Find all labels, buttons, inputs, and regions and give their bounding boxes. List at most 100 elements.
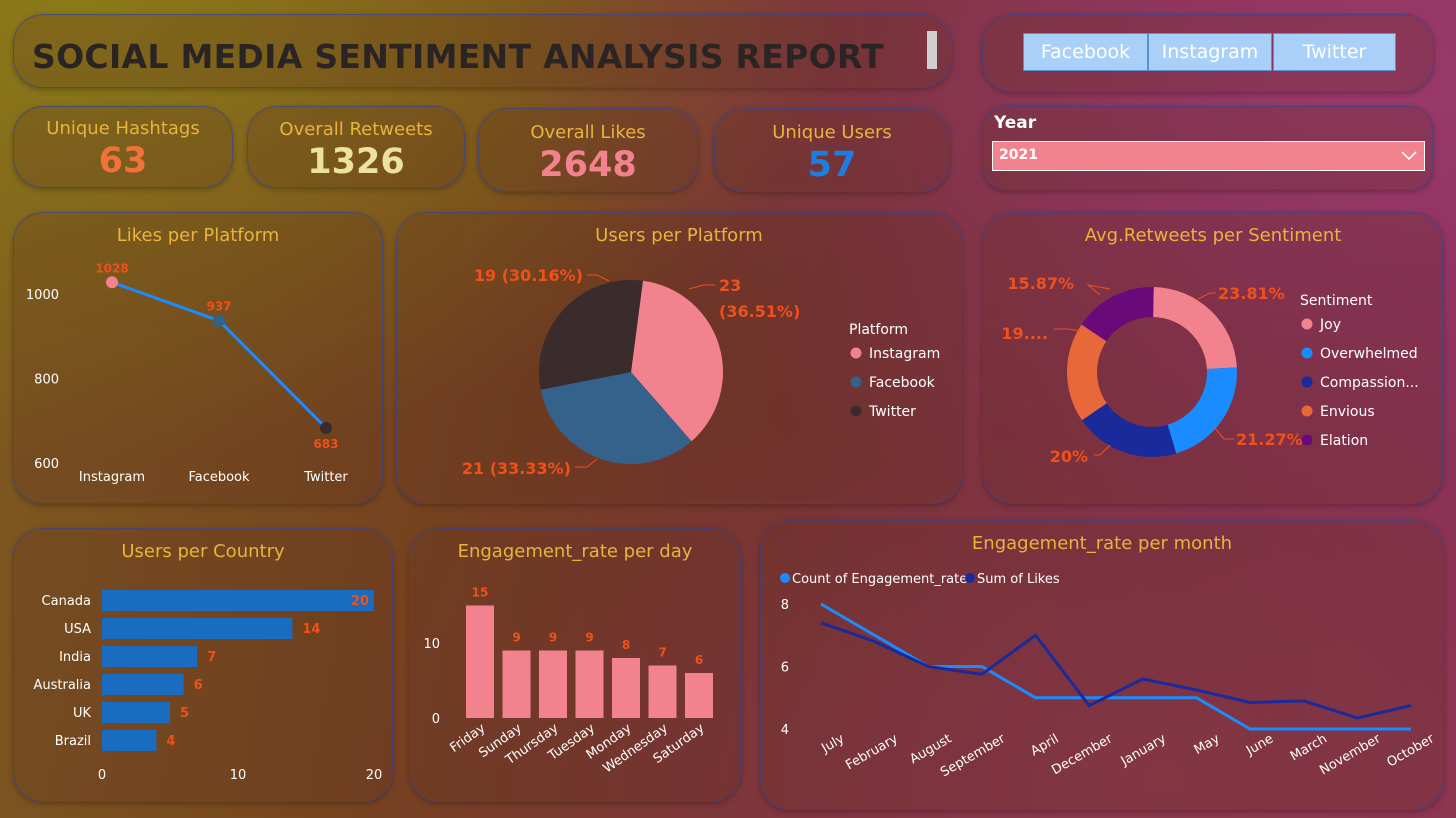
pie-leader-line — [587, 274, 610, 282]
x-tick-label: December — [1049, 731, 1115, 778]
country-bar — [102, 646, 198, 667]
avg-retweets-sentiment-panel: Avg.Retweets per Sentiment 23.81% 21.27% 2… — [983, 212, 1443, 504]
y-tick-label: USA — [64, 622, 91, 637]
pie-slice-instagram — [631, 280, 723, 442]
likes-point — [320, 421, 332, 434]
donut-data-label: 20% — [1050, 447, 1088, 466]
kpi-likes-value: 2648 — [539, 145, 637, 185]
pie-data-label: (36.51%) — [719, 302, 800, 321]
day-bar — [575, 650, 604, 718]
kpi-likes-label: Overall Likes — [530, 122, 646, 143]
day-bar — [502, 650, 531, 718]
y-tick-label: 800 — [34, 373, 59, 388]
day-data-label: 7 — [658, 646, 666, 660]
chevron-down-icon — [1401, 151, 1417, 161]
legend-label: Sum of Likes — [977, 572, 1060, 587]
legend-marker — [850, 376, 862, 388]
donut-leader-line — [1086, 284, 1111, 296]
likes-per-platform-title: Likes per Platform — [116, 225, 280, 246]
donut-slice-overwhelmed — [1167, 367, 1237, 454]
day-data-label: 9 — [585, 631, 593, 645]
avg-retweets-sentiment-title: Avg.Retweets per Sentiment — [1084, 225, 1342, 246]
x-tick-label: Facebook — [188, 470, 250, 485]
kpi-users-card: Unique Users 57 — [714, 108, 950, 192]
y-tick-label: India — [59, 650, 91, 665]
x-tick-label: October — [1384, 731, 1437, 770]
month-line-series-2 — [820, 621, 1412, 720]
x-tick-label: 10 — [230, 768, 247, 783]
year-dropdown[interactable]: 2021 — [992, 141, 1425, 171]
y-tick-label: Canada — [42, 594, 91, 609]
x-tick-label: January — [1118, 731, 1169, 769]
legend-marker — [1301, 318, 1313, 330]
page-title: SOCIAL MEDIA SENTIMENT ANALYSIS REPORT — [32, 37, 884, 76]
day-data-label: 15 — [472, 586, 489, 600]
kpi-retweets-value: 1326 — [307, 142, 405, 182]
donut-slice-envious — [1067, 324, 1107, 421]
likes-point — [106, 276, 118, 289]
pie-data-label: 21 (33.33%) — [462, 459, 571, 478]
day-data-label: 9 — [512, 631, 520, 645]
legend-marker — [1301, 376, 1313, 388]
users-per-platform-title: Users per Platform — [595, 225, 763, 246]
pie-slice-twitter — [539, 280, 643, 390]
legend-marker — [1301, 434, 1313, 446]
donut-legend-title: Sentiment — [1300, 293, 1373, 309]
y-tick-label: Australia — [33, 678, 91, 693]
kpi-hashtags-value: 63 — [98, 141, 148, 181]
year-filter-label: Year — [994, 113, 1037, 133]
title-panel: SOCIAL MEDIA SENTIMENT ANALYSIS REPORT — [13, 14, 952, 88]
likes-point — [213, 314, 225, 327]
facebook-button[interactable]: Facebook — [1023, 33, 1148, 71]
users-per-platform-panel: Users per Platform 23 (36.51%) 21 (33.33%)… — [396, 212, 962, 504]
legend-label: Instagram — [869, 346, 940, 362]
donut-leader-line — [1213, 426, 1234, 440]
donut-leader-line — [1197, 292, 1216, 300]
donut-data-label: 23.81% — [1218, 284, 1285, 303]
day-bar — [539, 650, 567, 718]
day-bar — [648, 665, 677, 718]
legend-marker — [1301, 405, 1313, 417]
pie-data-label: 19 (30.16%) — [474, 266, 583, 285]
country-data-label: 14 — [302, 622, 320, 637]
users-per-platform-chart: 23 (36.51%) 21 (33.33%) 19 (30.16%) Platform… — [462, 266, 940, 478]
y-tick-label: Brazil — [55, 734, 91, 749]
legend-label: Elation — [1320, 433, 1368, 449]
twitter-button[interactable]: Twitter — [1273, 33, 1396, 71]
legend-label: Twitter — [868, 404, 916, 420]
kpi-likes-card: Overall Likes 2648 — [478, 108, 698, 192]
legend-marker — [965, 573, 975, 583]
kpi-users-label: Unique Users — [772, 122, 892, 143]
engagement-per-month-panel: Engagement_rate per month Count of Engag… — [760, 520, 1444, 810]
x-tick-label: March — [1288, 731, 1330, 764]
month-line-series-1 — [820, 602, 1411, 731]
x-tick-label: April — [1028, 731, 1061, 759]
legend-marker — [850, 347, 862, 359]
country-bar — [102, 590, 374, 611]
legend-label: Envious — [1320, 404, 1375, 420]
legend-label: Facebook — [869, 375, 936, 391]
pie-slice-facebook — [540, 372, 692, 464]
y-tick-label: 600 — [34, 457, 59, 472]
country-bar — [102, 702, 170, 723]
day-data-label: 6 — [695, 653, 703, 667]
x-tick-label: Instagram — [79, 470, 145, 485]
country-bar — [102, 618, 293, 639]
country-data-label: 7 — [207, 650, 216, 665]
x-tick-label: May — [1192, 731, 1223, 758]
pie-leader-line — [688, 284, 715, 290]
x-tick-label: July — [818, 731, 847, 756]
donut-data-label: 19.... — [1001, 324, 1048, 343]
year-filter-panel: Year 2021 — [983, 106, 1433, 190]
y-tick-label: 1000 — [26, 288, 59, 303]
likes-data-label: 1028 — [95, 261, 128, 275]
kpi-retweets-label: Overall Retweets — [279, 119, 433, 140]
legend-marker — [1301, 347, 1313, 359]
pie-data-label: 23 — [719, 276, 741, 295]
legend-label: Compassion... — [1320, 375, 1419, 391]
instagram-button[interactable]: Instagram — [1148, 33, 1272, 71]
users-per-country-chart: Canada 20 USA 14 India 7 Australia 6 UK 5 Brazil 4 0… — [33, 590, 382, 783]
donut-slice-joy — [1153, 287, 1237, 369]
donut-slice-elation — [1081, 287, 1154, 342]
engagement-per-day-panel: Engagement_rate per day 0 10 15 Friday 9 Sund… — [409, 528, 741, 802]
